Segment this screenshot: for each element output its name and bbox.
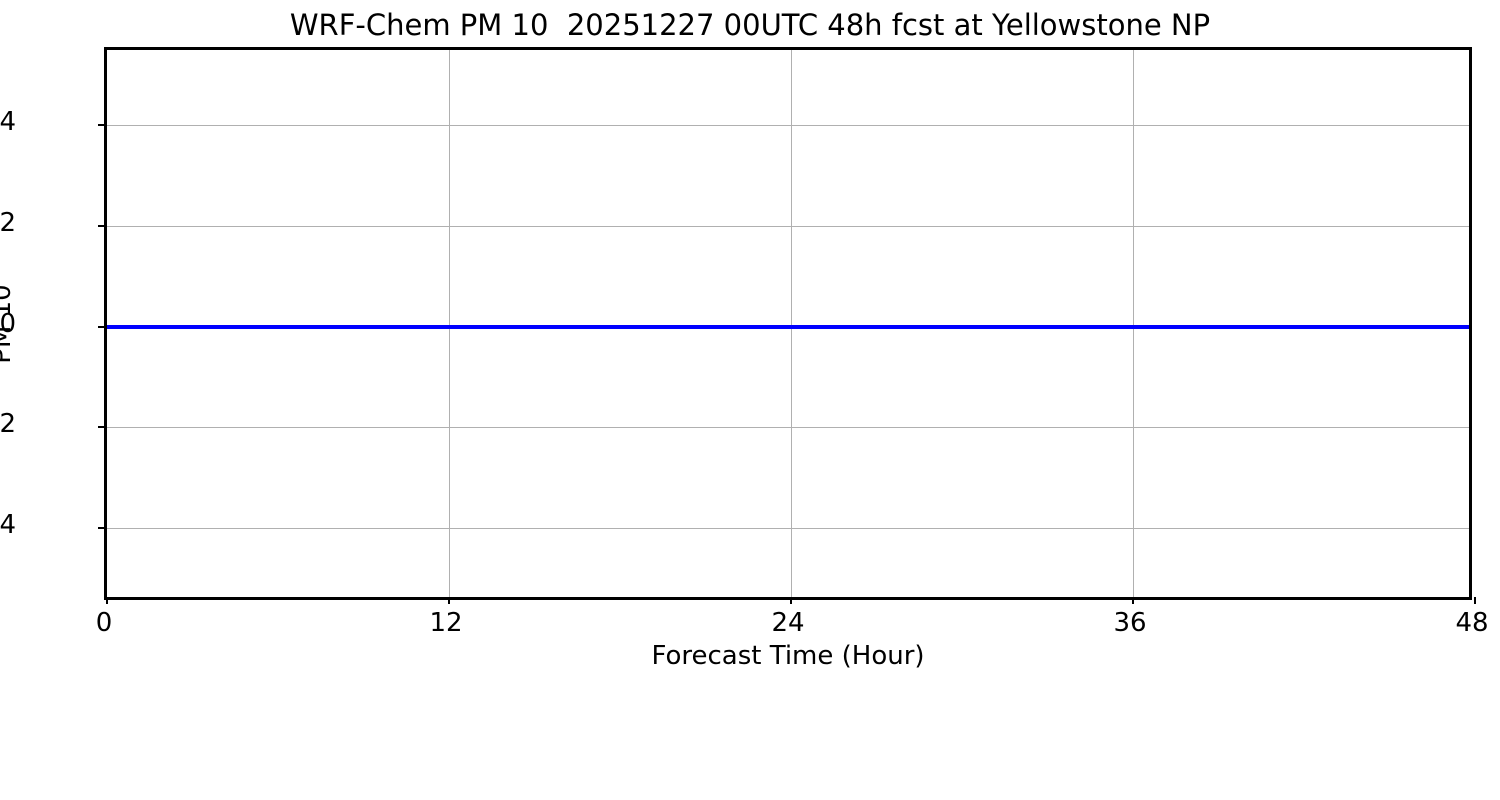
y-axis-tick-label: 0.02: [0, 207, 16, 238]
data-series-line: [734, 324, 764, 329]
data-series-line: [905, 324, 935, 329]
x-axis-tick: [790, 597, 792, 604]
data-series-line: [677, 324, 707, 329]
data-series-line: [1047, 324, 1077, 329]
data-series-line: [591, 324, 621, 329]
x-axis-tick: [1132, 597, 1134, 604]
data-series-line: [1104, 324, 1134, 329]
gridline-vertical: [1133, 50, 1134, 597]
data-series-line: [990, 324, 1020, 329]
data-series-line: [1133, 324, 1163, 329]
y-axis-tick: [98, 426, 105, 428]
data-series-line: [791, 324, 821, 329]
data-series-line: [306, 324, 336, 329]
x-axis-label: Forecast Time (Hour): [651, 641, 925, 671]
data-series-line: [648, 324, 678, 329]
data-series-line: [477, 324, 507, 329]
data-series-line: [1247, 324, 1277, 329]
gridline-horizontal: [107, 427, 1469, 428]
data-series-line: [1275, 324, 1305, 329]
x-axis-tick-label: 48: [1455, 608, 1489, 638]
x-axis-tick-label: 12: [429, 608, 463, 638]
data-series-line: [420, 324, 450, 329]
data-series-line: [278, 324, 308, 329]
x-axis-tick: [106, 597, 108, 604]
x-axis-tick: [1474, 597, 1476, 604]
gridline-vertical: [449, 50, 450, 597]
data-series-line: [1418, 324, 1448, 329]
data-series-line: [1218, 324, 1248, 329]
data-series-line: [221, 324, 251, 329]
data-series-line: [1019, 324, 1049, 329]
data-series-line: [135, 324, 165, 329]
data-series-line: [449, 324, 479, 329]
data-series-line: [534, 324, 564, 329]
data-series-line: [107, 324, 137, 329]
y-axis-tick: [98, 124, 105, 126]
data-series-line: [762, 324, 792, 329]
data-series-line: [392, 324, 422, 329]
data-series-line: [164, 324, 194, 329]
data-series-line: [1190, 324, 1220, 329]
data-series-line: [1446, 324, 1469, 329]
data-series-line: [1361, 324, 1391, 329]
x-axis-tick-label: 24: [771, 608, 805, 638]
data-series-line: [962, 324, 992, 329]
data-series-line: [1304, 324, 1334, 329]
y-axis-tick-label: −0.04: [0, 509, 16, 540]
y-axis-tick: [98, 225, 105, 227]
data-series-line: [363, 324, 393, 329]
data-series-line: [876, 324, 906, 329]
x-axis-tick-label: 0: [95, 608, 113, 638]
x-axis-tick-label: 36: [1113, 608, 1147, 638]
gridline-horizontal: [107, 125, 1469, 126]
y-axis-tick-label: 0.00: [0, 308, 16, 339]
gridline-horizontal: [107, 226, 1469, 227]
data-series-line: [1076, 324, 1106, 329]
y-axis-tick-label: −0.02: [0, 409, 16, 440]
data-series-line: [933, 324, 963, 329]
data-series-line: [563, 324, 593, 329]
data-series-line: [819, 324, 849, 329]
plot-area: [107, 50, 1469, 597]
y-axis-tick-label: 0.04: [0, 107, 16, 138]
data-series-line: [192, 324, 222, 329]
data-series-line: [249, 324, 279, 329]
gridline-horizontal: [107, 528, 1469, 529]
chart-title: WRF-Chem PM 10 20251227 00UTC 48h fcst a…: [289, 8, 1211, 42]
plot-axes: [98, 47, 1476, 604]
data-series-line: [1389, 324, 1419, 329]
data-series-line: [506, 324, 536, 329]
x-axis-tick: [448, 597, 450, 604]
y-axis-tick: [98, 326, 105, 328]
gridline-vertical: [791, 50, 792, 597]
data-series-line: [1161, 324, 1191, 329]
data-series-line: [335, 324, 365, 329]
data-series-line: [705, 324, 735, 329]
data-series-line: [848, 324, 878, 329]
data-series-line: [1332, 324, 1362, 329]
y-axis-tick: [98, 527, 105, 529]
data-series-line: [620, 324, 650, 329]
